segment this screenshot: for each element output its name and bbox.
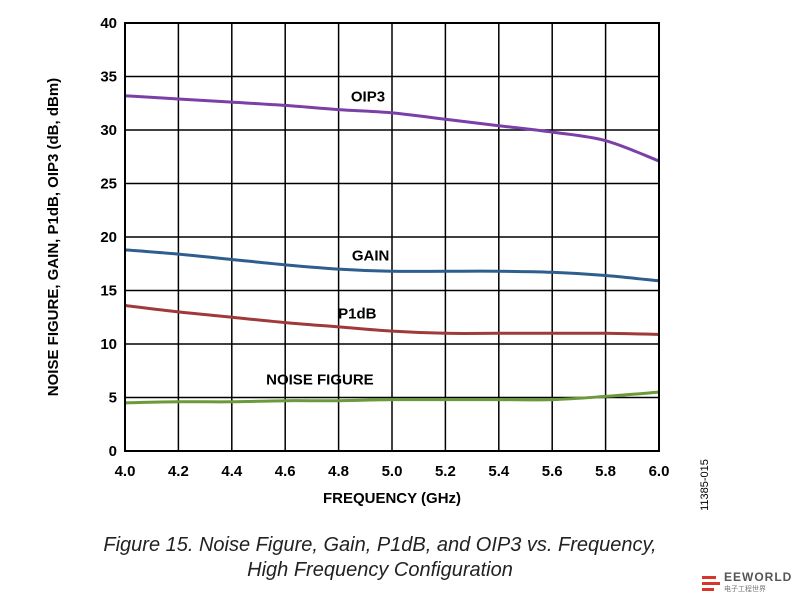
watermark-sub: 电子工程世界: [724, 586, 766, 593]
series-label: NOISE FIGURE: [266, 372, 374, 389]
series-label: P1dB: [338, 305, 377, 322]
x-tick-label: 4.6: [275, 463, 296, 480]
y-tick-labels: 0 5 10 15 20 25 30 35 40: [100, 15, 117, 460]
x-tick-label: 4.2: [168, 463, 189, 480]
x-tick-label: 5.6: [542, 463, 563, 480]
series-layer: [124, 94, 660, 405]
caption-line-2: High Frequency Configuration: [247, 559, 513, 581]
x-tick-labels: 4.0 4.2 4.4 4.6 4.8 5.0 5.2 5.4 5.6 5.8 6.0: [115, 463, 670, 480]
series-line-oip3: [124, 94, 660, 163]
y-tick-label: 15: [100, 283, 117, 300]
y-tick-label: 0: [109, 443, 117, 460]
plot-frame: [124, 22, 660, 452]
grid: [124, 22, 660, 452]
x-tick-label: 5.8: [595, 463, 616, 480]
x-tick-label: 5.2: [435, 463, 456, 480]
series-line-gain: [124, 248, 660, 283]
y-tick-label: 35: [100, 69, 117, 86]
y-axis-title: NOISE FIGURE, GAIN, P1dB, OIP3 (dB, dBm): [45, 78, 62, 396]
x-tick-label: 5.4: [488, 463, 510, 480]
figure-id: 11385-015: [699, 459, 711, 511]
y-tick-label: 30: [100, 122, 117, 139]
y-tick-label: 40: [100, 15, 117, 32]
y-tick-label: 10: [100, 336, 117, 353]
series-line-p1db: [124, 303, 660, 336]
watermark-name: EEWORLD: [724, 570, 793, 584]
caption-line-1: Figure 15. Noise Figure, Gain, P1dB, and…: [103, 534, 657, 556]
y-tick-label: 20: [100, 229, 117, 246]
x-tick-label: 6.0: [649, 463, 670, 480]
x-axis-title: FREQUENCY (GHz): [323, 490, 461, 507]
logo-icon: [702, 576, 720, 591]
x-tick-label: 4.8: [328, 463, 349, 480]
y-tick-label: 5: [109, 390, 117, 407]
x-tick-label: 5.0: [382, 463, 403, 480]
series-label: GAIN: [352, 247, 390, 264]
x-tick-label: 4.4: [221, 463, 243, 480]
x-tick-label: 4.0: [115, 463, 136, 480]
chart: 4.0 4.2 4.4 4.6 4.8 5.0 5.2 5.4 5.6 5.8 6.0 0 5 10 15…: [45, 15, 711, 511]
series-line-noise-figure: [124, 390, 660, 405]
series-label: OIP3: [351, 88, 385, 105]
watermark-logo: EEWORLD 电子工程世界: [700, 568, 800, 598]
series-labels: OIP3 GAIN P1dB NOISE FIGURE: [266, 88, 389, 388]
y-tick-label: 25: [100, 176, 117, 193]
